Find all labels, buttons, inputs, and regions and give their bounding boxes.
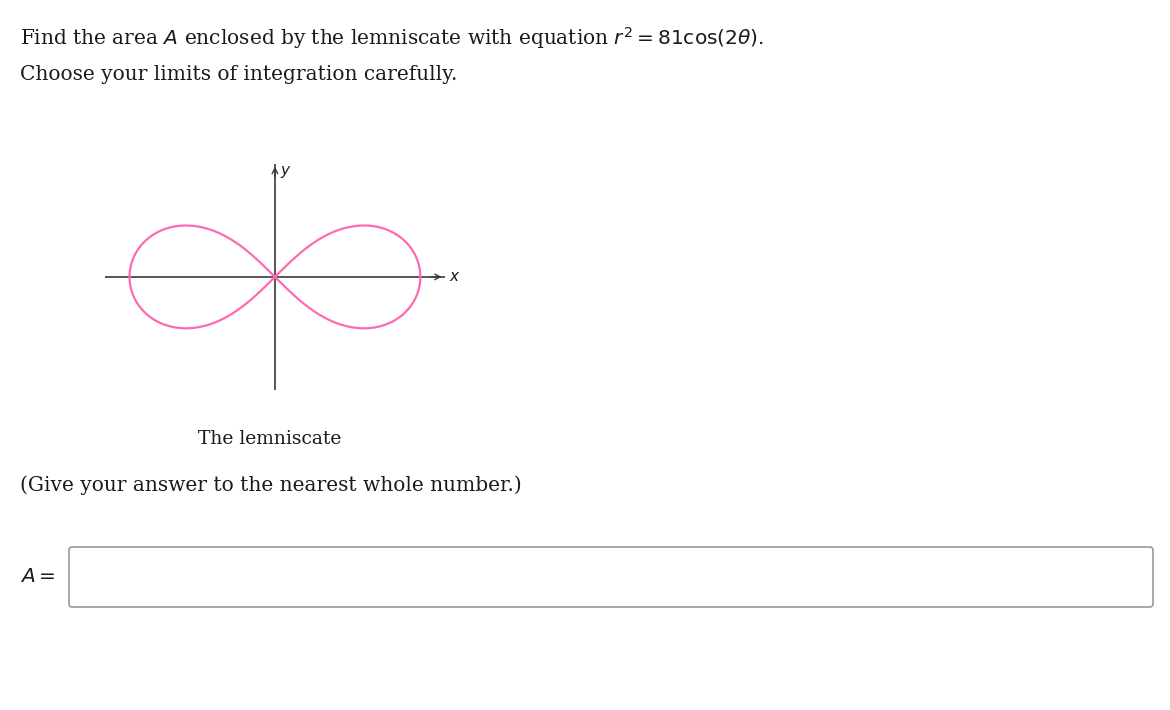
Text: The lemniscate: The lemniscate (198, 430, 342, 448)
Text: Find the area $A$ enclosed by the lemniscate with equation $r^2 = 81\cos(2\theta: Find the area $A$ enclosed by the lemnis… (20, 25, 764, 51)
Text: $x$: $x$ (449, 270, 461, 284)
Text: Choose your limits of integration carefully.: Choose your limits of integration carefu… (20, 65, 457, 84)
Text: $y$: $y$ (280, 164, 291, 180)
Text: (Give your answer to the nearest whole number.): (Give your answer to the nearest whole n… (20, 475, 522, 495)
FancyBboxPatch shape (69, 547, 1152, 607)
Text: $A =$: $A =$ (20, 567, 55, 586)
